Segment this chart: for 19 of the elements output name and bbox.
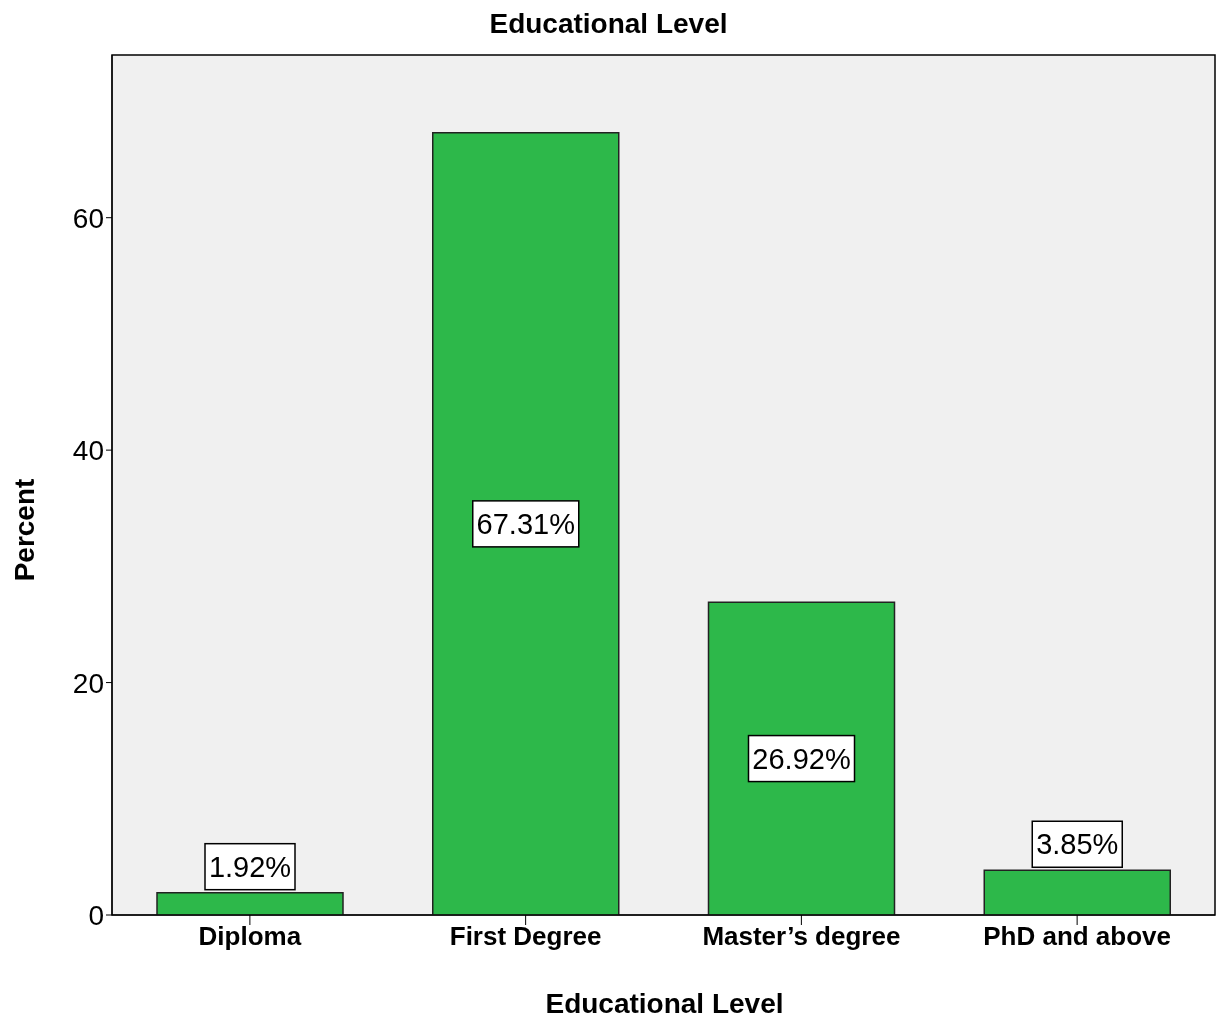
bar	[983, 869, 1171, 915]
y-tick-label: 0	[88, 899, 104, 931]
x-tick-label: Diploma	[198, 921, 302, 952]
y-tick-label: 40	[72, 435, 104, 467]
bar	[156, 891, 344, 915]
x-tick-label: Master’s degree	[702, 921, 901, 952]
x-tick-label: First Degree	[449, 921, 602, 952]
x-axis-title: Educational Level	[544, 988, 785, 1020]
y-tick-label: 60	[72, 202, 104, 234]
bar	[707, 601, 896, 915]
y-axis-title: Percent	[9, 478, 41, 582]
y-tick-label: 20	[72, 667, 104, 699]
data-label: 67.31%	[476, 507, 575, 540]
data-label: 26.92%	[752, 742, 851, 775]
x-tick-label: PhD and above	[983, 921, 1172, 952]
data-label: 3.85%	[1036, 828, 1119, 861]
data-label: 1.92%	[208, 850, 292, 883]
chart-title: Educational Level	[488, 8, 729, 40]
bar	[432, 132, 620, 915]
